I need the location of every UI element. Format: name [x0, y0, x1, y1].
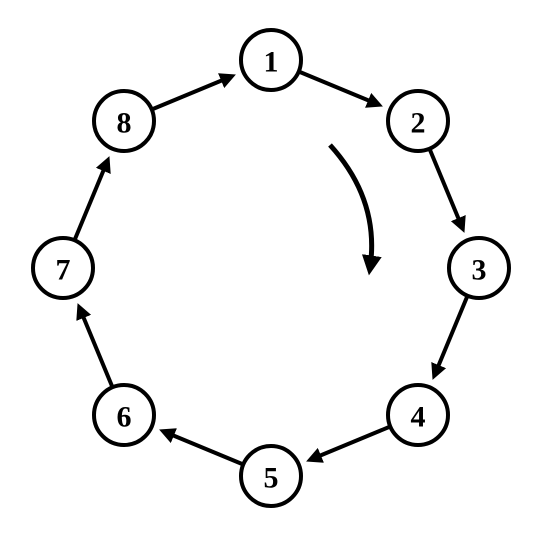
node-8: 8: [94, 91, 154, 151]
node-label-5: 5: [264, 462, 279, 495]
node-4: 4: [388, 385, 448, 445]
direction-indicator: [330, 145, 372, 268]
edge-3-4: [435, 296, 468, 375]
node-6: 6: [94, 385, 154, 445]
edge-6-7: [80, 309, 113, 388]
node-label-8: 8: [117, 107, 132, 140]
edge-4-5: [312, 427, 391, 460]
edge-5-6: [165, 432, 244, 465]
nodes: 1 2 3 4 5 6 7 8: [33, 30, 509, 506]
edge-8-1: [152, 77, 231, 110]
node-1: 1: [241, 30, 301, 90]
edge-1-2: [299, 72, 378, 105]
node-label-3: 3: [472, 254, 487, 287]
node-5: 5: [241, 446, 301, 506]
node-3: 3: [449, 238, 509, 298]
node-label-4: 4: [411, 401, 426, 434]
node-label-1: 1: [264, 46, 279, 79]
node-2: 2: [388, 91, 448, 151]
cycle-diagram: 1 2 3 4 5 6 7 8: [0, 0, 542, 538]
node-label-6: 6: [117, 401, 132, 434]
edge-2-3: [430, 149, 463, 228]
edge-7-8: [75, 162, 108, 241]
node-7: 7: [33, 238, 93, 298]
clockwise-arrow: [330, 145, 372, 268]
node-label-7: 7: [56, 254, 71, 287]
node-label-2: 2: [411, 107, 426, 140]
